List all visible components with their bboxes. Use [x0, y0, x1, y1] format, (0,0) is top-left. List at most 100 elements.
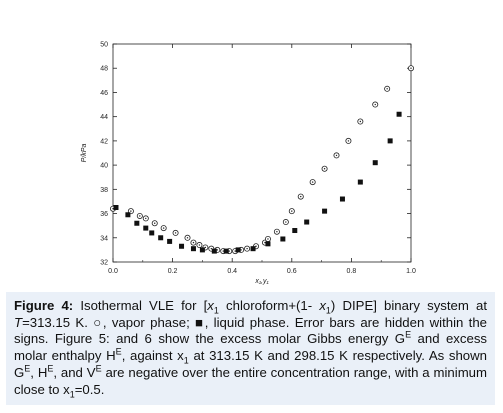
- vapor-point: [333, 152, 340, 159]
- y-axis: 32 34 36 38 40 42 44 46 48 50: [100, 42, 411, 267]
- x-tick-label: 1.0: [406, 268, 416, 275]
- liquid-point: [357, 179, 363, 185]
- liquid-point: [372, 160, 378, 166]
- caption-text: Isothermal VLE for [: [73, 298, 208, 313]
- vapor-point: [372, 101, 379, 108]
- vapor-point: [172, 229, 179, 236]
- liquid-point: [387, 138, 393, 144]
- x-axis: 0.0 0.2 0.4 0.6 0.8 1.0: [108, 44, 416, 275]
- vapor-point: [273, 228, 280, 235]
- vapor-point: [321, 165, 328, 172]
- vapor-point: [357, 118, 364, 125]
- y-tick-label: 42: [100, 138, 108, 145]
- vapor-point: [297, 193, 304, 200]
- vapor-point: [244, 245, 251, 252]
- caption-text: =0.5.: [74, 381, 105, 397]
- vapor-point: [282, 219, 289, 226]
- caption-sub: 1: [213, 305, 219, 316]
- x-tick-label: 0.8: [347, 268, 357, 275]
- vapor-point: [384, 85, 391, 92]
- liquid-point: [134, 220, 140, 226]
- caption-text: and excess molar enthalpy H: [14, 331, 488, 364]
- y-tick-label: 36: [100, 211, 108, 218]
- caption-sup: E: [47, 363, 54, 374]
- open-circle-icon: ○: [93, 314, 103, 330]
- x-tick-label: 0.0: [108, 268, 118, 275]
- chart-area: 0.0 0.2 0.4 0.6 0.8 1.0 32 34 36 38 40 42 44 46 48 50 …: [81, 42, 416, 286]
- plot-frame: [112, 43, 412, 263]
- vapor-point: [142, 215, 149, 222]
- figure-caption: Figure 4: Isothermal VLE for [x1 chlorof…: [6, 292, 495, 405]
- caption-sup: E: [95, 363, 102, 374]
- vapor-point: [151, 220, 158, 227]
- y-axis-label: P/kPa: [81, 144, 88, 163]
- y-tick-label: 50: [100, 42, 108, 49]
- vapor-point: [345, 137, 352, 144]
- caption-text: , against x: [121, 348, 184, 364]
- y-tick-label: 46: [100, 90, 108, 97]
- x-tick-label: 0.6: [287, 268, 297, 275]
- liquid-point: [235, 247, 241, 253]
- liquid-point: [149, 230, 155, 236]
- liquid-point: [265, 241, 271, 247]
- caption-var: T: [14, 314, 23, 330]
- caption-text: , H: [30, 364, 48, 380]
- caption-text: ) DIPE] binary system at: [330, 298, 488, 313]
- caption-sup: E: [115, 346, 122, 357]
- liquid-point: [125, 212, 131, 218]
- vapor-point: [288, 208, 295, 215]
- liquid-point: [199, 247, 205, 253]
- liquid-point: [250, 246, 256, 252]
- vapor-point: [196, 242, 203, 249]
- liquid-point: [167, 238, 173, 244]
- caption-sup: E: [405, 330, 412, 341]
- liquid-point: [292, 228, 298, 234]
- liquid-point: [396, 111, 402, 117]
- liquid-point: [113, 205, 119, 210]
- liquid-point: [304, 219, 310, 225]
- liquid-point: [158, 235, 164, 241]
- caption-sup: E: [24, 363, 31, 374]
- vle-scatter-chart: 0.0 0.2 0.4 0.6 0.8 1.0 32343638404244464850 …: [81, 42, 416, 286]
- vapor-point: [190, 239, 197, 246]
- y-tick-label: 38: [100, 187, 108, 194]
- vapor-point: [160, 225, 167, 232]
- liquid-point: [322, 208, 328, 214]
- y-tick-label: 32: [100, 260, 108, 267]
- x-tick-label: 0.2: [168, 268, 178, 275]
- caption-text: , and V: [53, 364, 96, 380]
- caption-sub: 1: [183, 355, 189, 366]
- vapor-point: [407, 65, 414, 72]
- liquid-point: [190, 246, 196, 252]
- caption-text: , vapor phase;: [102, 314, 196, 330]
- caption-label: Figure 4:: [14, 298, 74, 313]
- vapor-point: [264, 235, 271, 242]
- x-axis-label: x₁,y₁: [254, 278, 269, 285]
- caption-text: chloroform+(1-: [218, 298, 320, 313]
- caption-sub: 1: [325, 305, 331, 316]
- vapor-point: [309, 179, 316, 186]
- y-tick-label: 48: [100, 66, 108, 73]
- liquid-point: [143, 225, 149, 231]
- liquid-point: [211, 248, 217, 254]
- liquid-point: [339, 196, 345, 202]
- caption-text: at 313.15 K and 298.15 K respectively. A…: [14, 348, 487, 380]
- caption-sub: 1: [69, 389, 75, 400]
- liquid-phase-series: [113, 111, 402, 254]
- y-tick-label: 40: [100, 163, 108, 170]
- liquid-point: [280, 236, 286, 242]
- y-tick-label: 44: [100, 114, 108, 121]
- liquid-point: [223, 248, 229, 254]
- liquid-point: [179, 243, 185, 249]
- vapor-phase-series: [110, 65, 414, 255]
- caption-text: are negative over the entire concentrati…: [14, 364, 487, 397]
- caption-text: =313.15 K.: [22, 314, 94, 330]
- vapor-point: [184, 234, 191, 241]
- x-tick-label: 0.4: [227, 268, 237, 275]
- filled-square-icon: ■: [195, 314, 205, 330]
- caption-var: x: [207, 298, 214, 313]
- caption-text: , liquid phase. Error bars are hidden wi…: [14, 314, 487, 347]
- y-tick-label: 34: [100, 235, 108, 242]
- vapor-point: [136, 212, 143, 219]
- caption-var: x: [319, 298, 326, 313]
